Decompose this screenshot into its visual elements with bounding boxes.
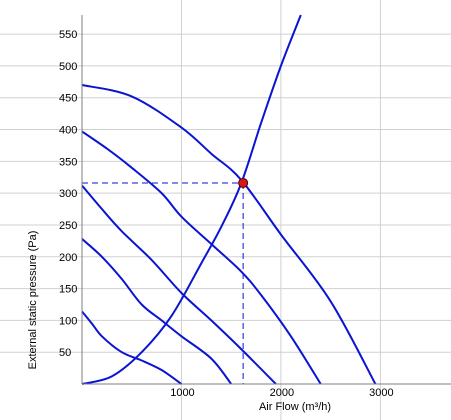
axes	[81, 15, 451, 385]
fan-curve-line	[81, 310, 183, 385]
x-tick-label: 1000	[170, 387, 194, 399]
fan-curve-line	[81, 84, 377, 385]
x-tick-label: 2000	[270, 387, 294, 399]
y-tick-label: 500	[59, 61, 77, 73]
y-tick-label: 200	[59, 252, 77, 264]
y-tick-label: 250	[59, 220, 77, 232]
y-tick-label: 100	[59, 315, 77, 327]
fan-curve-line	[81, 130, 322, 385]
x-axis-label: Air Flow (m³/h)	[259, 401, 331, 413]
operating-point-layer	[238, 177, 249, 188]
y-tick-label: 300	[59, 188, 77, 200]
y-tick-label: 150	[59, 284, 77, 296]
operating-point-marker	[238, 177, 249, 188]
system-curve-line	[81, 14, 302, 385]
x-tick-label: 3000	[369, 387, 393, 399]
y-tick-label: 400	[59, 125, 77, 137]
y-tick-label: 550	[59, 29, 77, 41]
y-axis-label: External static pressure (Pa)	[27, 231, 39, 370]
operating-point-guides	[82, 182, 244, 384]
fan-curve-line	[81, 238, 232, 385]
fan-curve-line	[81, 184, 277, 385]
y-tick-label: 350	[59, 156, 77, 168]
tick-labels: 50 100 150 200 250 300 350 400 450 500 550 1000 2000…	[59, 29, 394, 399]
y-tick-label: 450	[59, 93, 77, 105]
curves	[81, 14, 377, 385]
y-tick-label: 50	[59, 347, 71, 359]
